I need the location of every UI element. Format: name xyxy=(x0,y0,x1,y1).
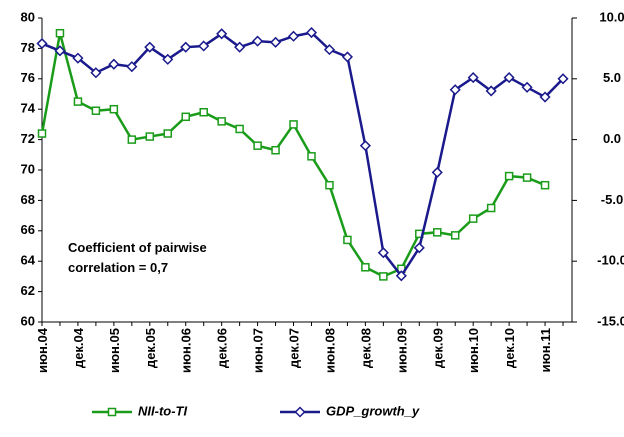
x-tick-label: дек.08 xyxy=(358,328,373,368)
marker xyxy=(289,120,298,129)
marker xyxy=(486,203,496,213)
marker xyxy=(37,129,47,138)
marker xyxy=(361,263,370,272)
x-tick-label: июн.05 xyxy=(107,328,122,373)
y-tick-label: 70 xyxy=(21,161,35,176)
marker xyxy=(126,61,138,73)
marker xyxy=(253,141,262,150)
marker xyxy=(55,28,65,38)
marker xyxy=(359,140,371,152)
x-tick-label: июн.10 xyxy=(466,328,481,373)
y-tick-label: 68 xyxy=(21,192,35,207)
y2-tick-label: 0.0 xyxy=(603,131,621,146)
marker xyxy=(341,51,353,63)
marker xyxy=(503,72,515,84)
legend-marker xyxy=(107,407,117,417)
y-tick-label: 62 xyxy=(21,283,35,298)
marker xyxy=(522,173,532,182)
marker xyxy=(198,40,210,52)
marker xyxy=(323,44,336,56)
y2-tick-label: 5.0 xyxy=(603,70,621,85)
marker xyxy=(504,171,514,181)
annotation: Coefficient of pairwise xyxy=(68,240,207,255)
y-tick-label: 72 xyxy=(21,131,35,146)
marker xyxy=(343,235,352,245)
marker xyxy=(235,124,244,134)
x-tick-label: дек.09 xyxy=(430,328,445,368)
marker xyxy=(108,58,120,70)
marker xyxy=(54,45,66,57)
marker xyxy=(252,35,264,47)
x-tick-label: дек.06 xyxy=(215,328,230,368)
marker xyxy=(325,180,334,190)
marker xyxy=(305,27,318,39)
annotation: correlation = 0,7 xyxy=(68,260,168,275)
marker xyxy=(217,117,226,126)
marker xyxy=(450,231,460,240)
y-tick-label: 66 xyxy=(21,222,35,237)
x-tick-label: дек.07 xyxy=(287,328,302,368)
marker xyxy=(181,112,190,122)
marker xyxy=(145,132,155,141)
marker xyxy=(485,85,497,97)
marker xyxy=(73,97,83,106)
marker xyxy=(468,214,478,223)
marker xyxy=(557,73,569,85)
marker xyxy=(467,72,479,84)
marker xyxy=(413,242,425,254)
marker xyxy=(234,41,246,53)
marker xyxy=(377,247,389,259)
y-tick-label: 80 xyxy=(21,9,35,24)
marker xyxy=(269,36,282,48)
x-tick-label: дек.04 xyxy=(71,327,86,368)
marker xyxy=(521,81,533,93)
legend-marker xyxy=(294,406,306,418)
marker xyxy=(287,30,300,42)
y-tick-label: 74 xyxy=(21,101,36,116)
x-tick-label: июн.11 xyxy=(538,328,553,372)
y2-tick-label: -15.0 xyxy=(597,313,624,328)
y-tick-label: 76 xyxy=(21,70,35,85)
marker xyxy=(127,135,137,144)
y-tick-label: 78 xyxy=(21,40,35,55)
marker xyxy=(72,52,84,64)
marker xyxy=(271,145,280,155)
marker xyxy=(199,107,208,117)
x-tick-label: июн.07 xyxy=(251,328,266,373)
marker xyxy=(216,28,228,40)
marker xyxy=(109,104,119,114)
y2-tick-label: -5.0 xyxy=(601,192,623,207)
legend-label: NII-to-TI xyxy=(138,403,187,418)
marker xyxy=(433,228,442,237)
marker xyxy=(379,272,388,281)
x-tick-label: июн.06 xyxy=(179,328,194,373)
x-tick-label: июн.09 xyxy=(394,328,409,373)
y-tick-label: 60 xyxy=(21,313,35,328)
marker xyxy=(163,129,173,138)
y2-tick-label: 10.0 xyxy=(599,9,624,24)
y2-tick-label: -10.0 xyxy=(597,253,624,268)
x-tick-label: июн.08 xyxy=(322,328,337,373)
marker xyxy=(539,91,551,103)
marker xyxy=(431,166,443,178)
marker xyxy=(307,152,316,161)
legend-label: GDP_growth_y xyxy=(326,403,420,418)
marker xyxy=(162,53,174,65)
x-tick-label: июн.04 xyxy=(35,327,50,373)
marker xyxy=(36,37,48,50)
marker xyxy=(180,41,192,53)
x-tick-label: дек.10 xyxy=(502,328,517,368)
marker xyxy=(90,67,102,79)
marker xyxy=(395,270,407,282)
x-tick-label: дек.05 xyxy=(143,328,158,368)
marker xyxy=(144,41,156,53)
marker xyxy=(540,180,550,190)
y-tick-label: 64 xyxy=(21,253,36,268)
marker xyxy=(91,106,101,115)
marker xyxy=(449,84,461,96)
